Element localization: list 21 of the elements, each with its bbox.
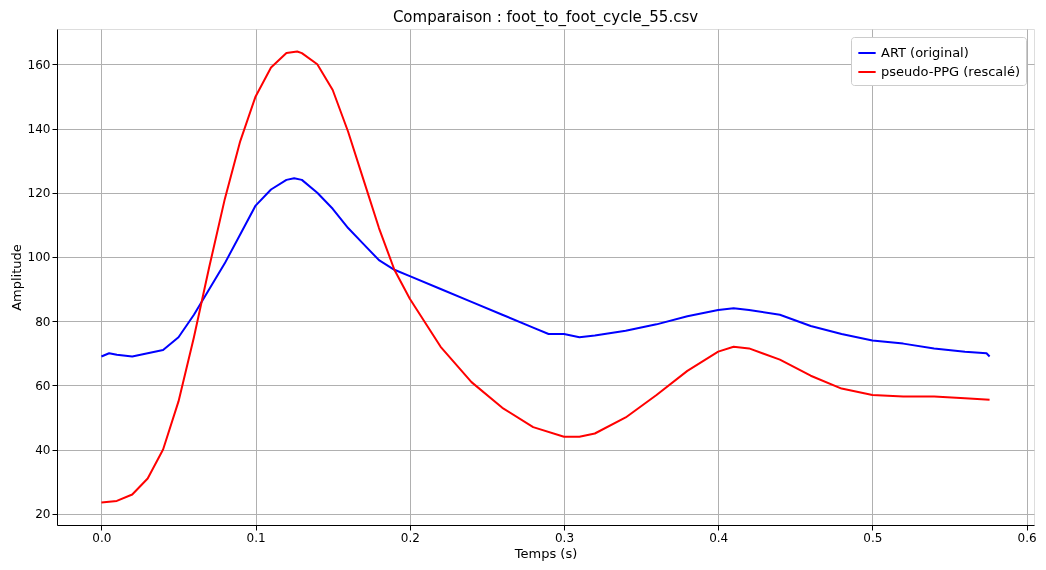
y-tick-label: 80 <box>35 314 51 329</box>
line-series <box>100 177 991 358</box>
x-tick-label: 0.5 <box>863 530 883 545</box>
x-tick-label: 0.0 <box>92 530 112 545</box>
y-tick-label: 100 <box>27 250 51 265</box>
x-tick-label: 0.2 <box>400 530 420 545</box>
y-tick-label: 60 <box>35 378 51 393</box>
x-tick-label: 0.3 <box>554 530 575 545</box>
y-tick-label: 140 <box>27 122 51 137</box>
y-tick-label: 20 <box>35 507 51 522</box>
x-tick-label: 0.1 <box>246 530 266 545</box>
x-tick-label: 0.4 <box>709 530 729 545</box>
x-tick-label: 0.6 <box>1017 530 1037 545</box>
legend-label: ART (original) <box>881 45 969 60</box>
chart-title: Comparaison : foot_to_foot_cycle_55.csv <box>392 8 699 27</box>
y-axis-title: Amplitude <box>8 244 24 311</box>
x-axis-title: Temps (s) <box>513 545 578 561</box>
y-tick-label: 160 <box>27 57 51 72</box>
legend-label: pseudo-PPG (rescalé) <box>881 64 1020 79</box>
y-tick-label: 40 <box>35 443 51 458</box>
y-tick-label: 120 <box>27 186 51 201</box>
